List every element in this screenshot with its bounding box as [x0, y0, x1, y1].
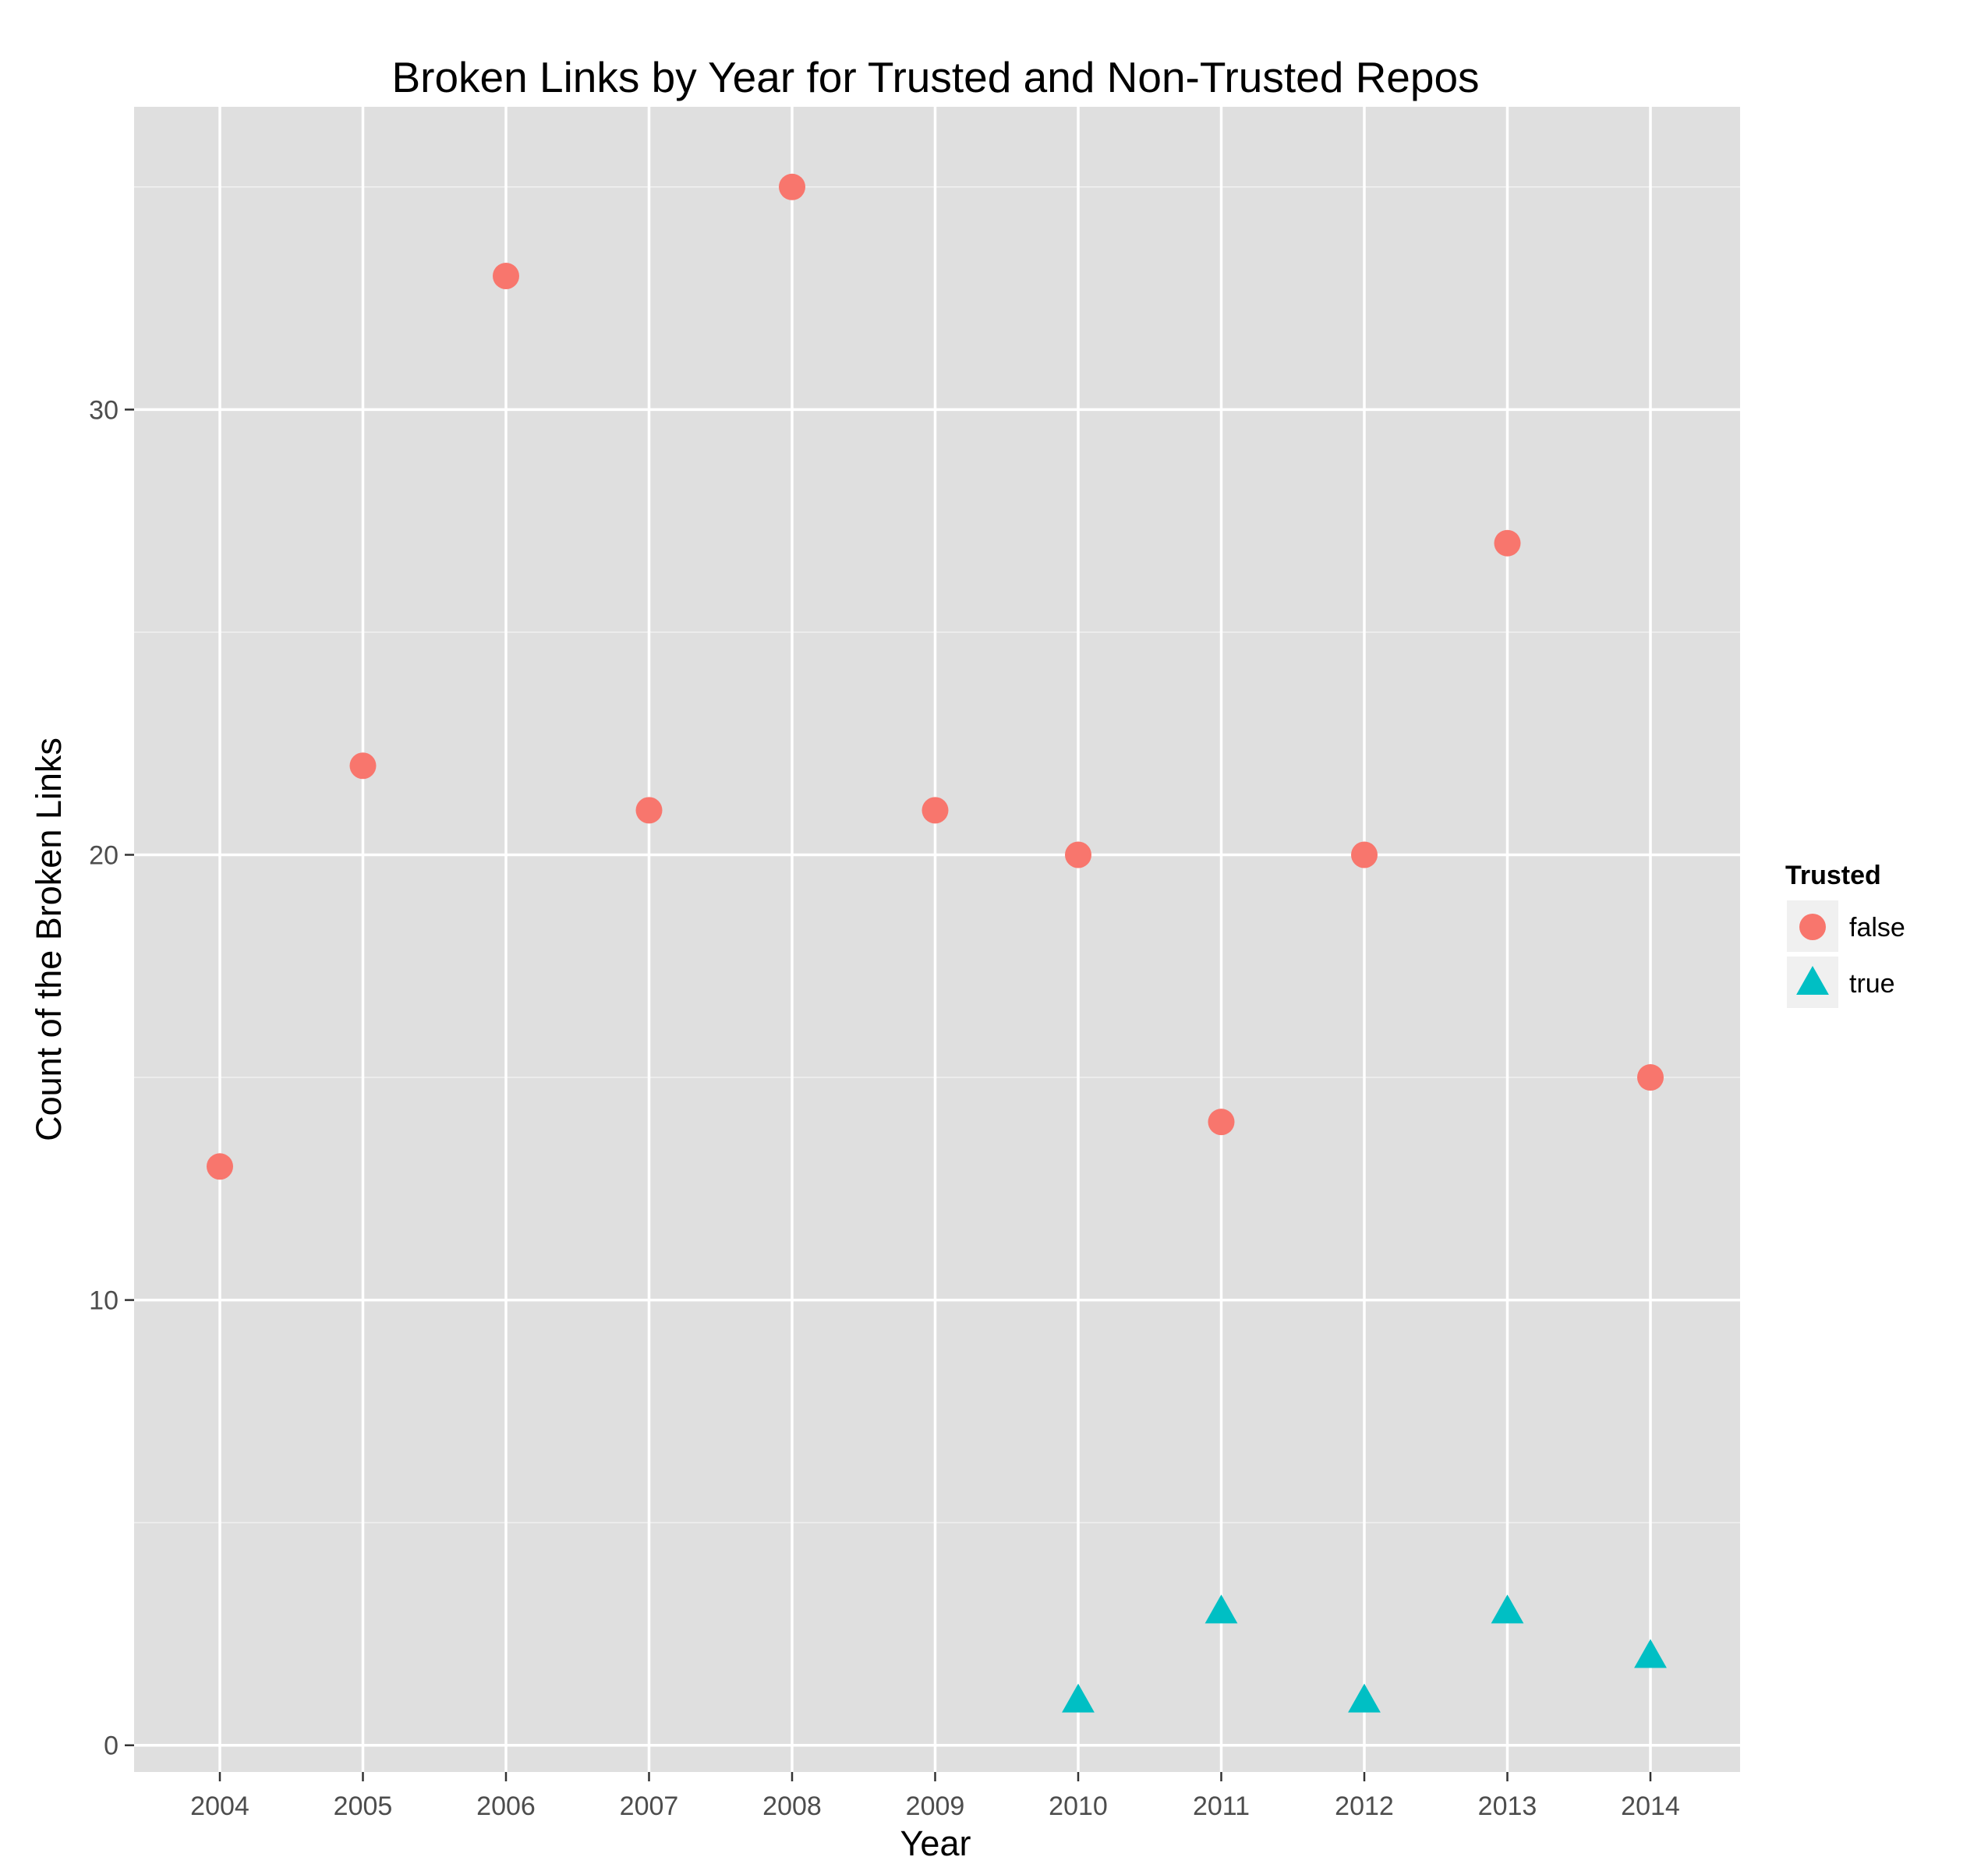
x-tick-label: 2007	[620, 1791, 679, 1821]
legend-marker-false	[1799, 914, 1826, 940]
data-point-true-2013	[1491, 1594, 1524, 1624]
x-tick-label: 2013	[1478, 1791, 1537, 1821]
data-point-false-2011	[1208, 1109, 1235, 1136]
data-point-false-2004	[207, 1153, 233, 1180]
x-axis-title: Year	[900, 1823, 971, 1863]
legend-title: Trusted	[1785, 861, 1881, 890]
legend-label-true: true	[1849, 969, 1895, 999]
y-axis: 0 10 20 30	[89, 395, 134, 1761]
data-point-false-2007	[635, 797, 663, 824]
y-tick-label: 10	[89, 1286, 119, 1316]
plot-panel	[134, 107, 1740, 1772]
data-point-false-2006	[493, 263, 519, 290]
x-tick-label: 2005	[334, 1791, 393, 1821]
legend-marker-true	[1796, 966, 1829, 995]
x-tick-label: 2010	[1049, 1791, 1108, 1821]
data-point-false-2010	[1065, 841, 1091, 868]
x-tick-label: 2004	[190, 1791, 249, 1821]
legend-label-false: false	[1849, 913, 1905, 943]
y-tick-label: 0	[104, 1731, 119, 1761]
x-tick-label: 2011	[1193, 1791, 1250, 1821]
data-point-false-2005	[349, 752, 377, 780]
x-tick-label: 2008	[762, 1791, 822, 1821]
y-tick-label: 20	[89, 840, 119, 870]
data-point-false-2012	[1351, 841, 1378, 868]
data-points	[207, 173, 1667, 1713]
data-point-false-2013	[1494, 529, 1521, 557]
x-tick-label: 2009	[906, 1791, 965, 1821]
data-point-false-2014	[1637, 1064, 1664, 1091]
data-point-true-2012	[1348, 1683, 1381, 1713]
data-point-true-2010	[1062, 1683, 1095, 1713]
legend: Trusted false true	[1785, 861, 1905, 1008]
data-point-true-2014	[1634, 1639, 1667, 1668]
x-tick-label: 2006	[476, 1791, 536, 1821]
x-tick-label: 2014	[1621, 1791, 1680, 1821]
data-point-false-2009	[921, 797, 949, 824]
y-tick-label: 30	[89, 395, 119, 425]
gridlines	[134, 107, 1740, 1772]
y-axis-title: Count of the Broken Links	[29, 737, 69, 1141]
data-point-false-2008	[779, 173, 805, 200]
chart-title: Broken Links by Year for Trusted and Non…	[391, 53, 1479, 101]
x-axis: 2004 2005 2006 2007 2008 2009 2010 2011 2012 2013…	[190, 1772, 1680, 1821]
x-tick-label: 2012	[1335, 1791, 1394, 1821]
data-point-true-2011	[1204, 1594, 1238, 1624]
